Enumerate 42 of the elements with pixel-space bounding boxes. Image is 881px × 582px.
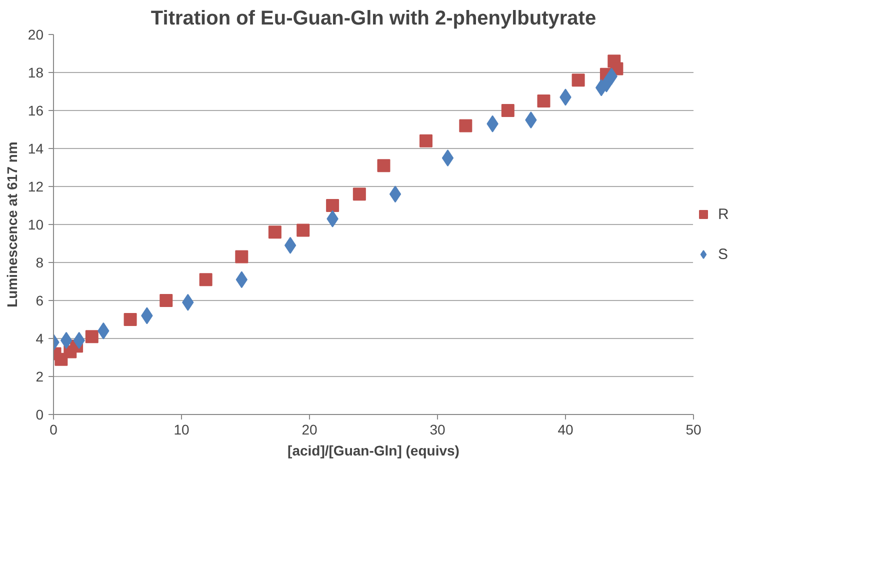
y-tick-label: 0 [36, 406, 44, 422]
x-tick-label: 0 [50, 422, 58, 438]
point [60, 332, 72, 349]
x-tick-label: 10 [174, 422, 190, 438]
point [537, 94, 550, 108]
legend-label: R [718, 206, 730, 222]
y-tick-label: 10 [28, 216, 44, 232]
point [442, 150, 454, 166]
point [326, 199, 340, 212]
y-tick-label: 6 [36, 292, 44, 308]
y-tick-label: 4 [36, 330, 44, 346]
x-tick-label: 40 [558, 422, 574, 438]
chart-title: Titration of Eu-Guan-Gln with 2-phenylbutyrate [150, 8, 596, 30]
point [352, 188, 366, 201]
point [459, 119, 472, 132]
point [377, 159, 390, 172]
point [525, 112, 537, 128]
point [160, 294, 173, 307]
point [389, 186, 402, 203]
y-tick-label: 14 [28, 140, 44, 156]
point [284, 236, 296, 254]
x-axis-title: [acid]/[Guan-Gln] (equivs) [288, 442, 460, 458]
point [501, 104, 514, 117]
x-tick-label: 30 [430, 422, 446, 438]
y-tick-label: 8 [36, 254, 44, 270]
y-tick-label: 2 [36, 368, 44, 384]
y-axis-title: Luminescence at 617 nm [4, 142, 20, 308]
point [419, 134, 432, 148]
y-tick-label: 18 [28, 64, 44, 80]
point [235, 250, 248, 264]
point [572, 74, 585, 87]
point [268, 226, 282, 239]
y-tick-label: 20 [28, 26, 44, 42]
point [85, 330, 98, 344]
point [199, 273, 212, 286]
point [296, 224, 310, 237]
point [124, 313, 137, 326]
y-tick-label: 12 [28, 178, 44, 194]
x-tick-label: 50 [686, 422, 702, 438]
legend-label: S [718, 246, 730, 262]
x-tick-label: 20 [302, 422, 318, 438]
y-tick-label: 16 [28, 102, 44, 118]
